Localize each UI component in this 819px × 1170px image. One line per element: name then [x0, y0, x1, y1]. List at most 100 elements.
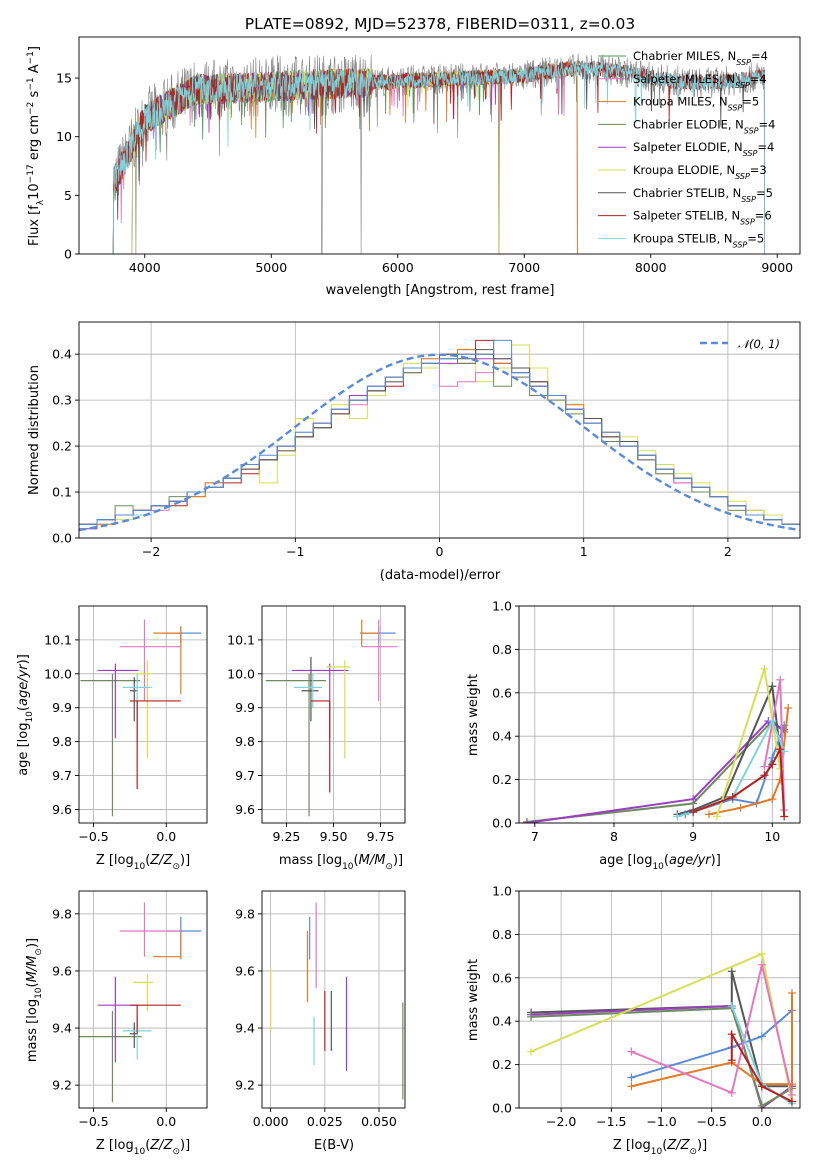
legend-label: Chabrier STELIB, NSSP=5 [633, 186, 773, 204]
z-mass-y-label-part: mass [log [25, 999, 40, 1062]
z-mass-x-label-part: Z/Z [149, 1138, 173, 1153]
plot-area [265, 619, 398, 817]
axes-frame [78, 890, 208, 1109]
legend-sub: SSP [744, 126, 759, 135]
z-mass-y-label-part: ⊙ [34, 948, 44, 956]
z-age-x-label-part: 10 [134, 862, 146, 872]
x-tick-label: 0 [436, 544, 444, 559]
y-tick-label: 9.8 [235, 734, 255, 749]
x-tick-label: −0.5 [697, 1114, 727, 1129]
spectrum-y-label-part: λ [36, 199, 46, 205]
legend-count: =4 [757, 140, 774, 154]
z-age-x-label-part: ( [145, 853, 150, 868]
x-tick-label: −0.5 [78, 1114, 108, 1129]
z-mass-x-label-part: )] [180, 1138, 190, 1153]
y-tick-label: 9.8 [52, 906, 72, 921]
y-tick-label: 0.2 [492, 1057, 512, 1072]
z-age-y-label-part: ( [16, 706, 31, 711]
x-tick-label: 8000 [635, 260, 667, 275]
x-tick-label: 1 [580, 544, 588, 559]
mass-age-x-label-part: 10 [342, 862, 354, 872]
y-tick-label: 0.8 [492, 642, 512, 657]
axes-frame [78, 605, 208, 824]
legend-sub: SSP [740, 217, 755, 226]
legend-count: =5 [747, 231, 764, 245]
legend-label: Chabrier MILES, NSSP=4 [633, 49, 768, 67]
legend-label: Kroupa STELIB, NSSP=5 [633, 231, 764, 249]
legend-name: Salpeter MILES, N [633, 72, 735, 86]
histogram-step-line [79, 339, 800, 525]
legend-label: Kroupa ELODIE, NSSP=3 [633, 163, 767, 181]
y-tick-label: 9.4 [52, 1021, 72, 1036]
x-tick-label: 0.050 [361, 1114, 397, 1129]
legend-label: Chabrier ELODIE, NSSP=4 [633, 117, 775, 135]
axes-frame [518, 890, 801, 1109]
z-mass-panel: −0.5 0.0 9.2 9.4 9.6 9.8 [52, 890, 208, 1129]
y-tick-label: 0.6 [492, 970, 512, 985]
legend-label: Salpeter STELIB, NSSP=6 [633, 209, 772, 227]
y-tick-label: 9.6 [235, 963, 255, 978]
weight-series-line [530, 1007, 793, 1108]
x-tick-label: 9 [689, 829, 697, 844]
y-tick-label: 5 [64, 188, 72, 203]
plot-area [112, 53, 765, 254]
weight-series-line [730, 1030, 793, 1103]
x-tick-label: 9.50 [320, 829, 348, 844]
y-tick-label: 0.1 [52, 485, 72, 500]
x-tick-label: 7000 [508, 260, 540, 275]
z-weight-x-label-part: Z [log [613, 1138, 651, 1153]
plot-area [80, 619, 202, 817]
x-tick-label: −1 [286, 544, 304, 559]
x-tick-label: 7 [531, 829, 539, 844]
age-weight-panel: 7 8 9 10 0.0 0.2 0.4 0.6 0.8 1.0 [492, 599, 801, 844]
weight-series-line [692, 745, 786, 817]
y-tick-label: 0.4 [492, 1014, 512, 1029]
legend-count: =4 [750, 72, 767, 86]
y-tick-label: 9.8 [52, 734, 72, 749]
y-tick-label: 10.0 [44, 666, 72, 681]
y-tick-label: 15 [56, 71, 72, 86]
age-weight-y-label: mass weight [466, 674, 481, 756]
z-weight-y-label: mass weight [466, 959, 481, 1041]
y-tick-label: 9.8 [235, 906, 255, 921]
legend-count: =4 [751, 49, 768, 63]
z-mass-y-label-part: ( [25, 982, 40, 987]
y-tick-label: 9.7 [52, 768, 72, 783]
z-age-y-label-part: )] [16, 654, 31, 664]
y-tick-label: 10 [56, 129, 72, 144]
mass-age-x-label-part: )] [393, 853, 403, 868]
age-weight-x-label-part: 10 [652, 862, 664, 872]
y-tick-label: 0 [64, 247, 72, 262]
y-tick-label: 10.1 [227, 632, 255, 647]
y-tick-label: 10.0 [227, 666, 255, 681]
residual-y-label: Normed distribution [27, 365, 42, 495]
z-age-y-label-part: age/yr [16, 663, 31, 706]
legend-name: Kroupa STELIB, N [633, 231, 733, 245]
mass-age-panel: 9.25 9.50 9.75 9.6 9.7 9.8 9.9 10.0 10.1 [227, 605, 406, 844]
z-age-x-label-part: Z [log [96, 853, 134, 868]
x-tick-label: 9.75 [367, 829, 395, 844]
x-tick-label: 5000 [255, 260, 287, 275]
y-tick-label: 9.7 [235, 768, 255, 783]
y-tick-label: 9.9 [52, 700, 72, 715]
y-tick-label: 9.6 [235, 802, 255, 817]
y-tick-label: 0.0 [492, 1101, 512, 1116]
plot-area [79, 902, 202, 1103]
x-tick-label: 6000 [382, 260, 414, 275]
x-tick-label: −1.0 [646, 1114, 676, 1129]
x-tick-label: 0.0 [156, 1114, 176, 1129]
z-mass-y-label: mass [log10(M/M⊙)] [25, 938, 44, 1062]
spectrum-y-label-part: −17 [26, 164, 36, 183]
legend-sub: SSP [735, 172, 750, 181]
spectrum-y-label-part: −1 [26, 51, 36, 64]
x-tick-label: 0.0 [156, 829, 176, 844]
z-weight-x-label-part: )] [697, 1138, 707, 1153]
legend-name: Kroupa ELODIE, N [633, 163, 735, 177]
y-tick-label: 0.0 [492, 816, 512, 831]
z-mass-x-label-part: ( [145, 1138, 150, 1153]
z-age-x-label: Z [log10(Z/Z⊙)] [96, 853, 190, 872]
x-tick-label: 8 [610, 829, 618, 844]
age-weight-x-label-part: age [log [599, 853, 652, 868]
